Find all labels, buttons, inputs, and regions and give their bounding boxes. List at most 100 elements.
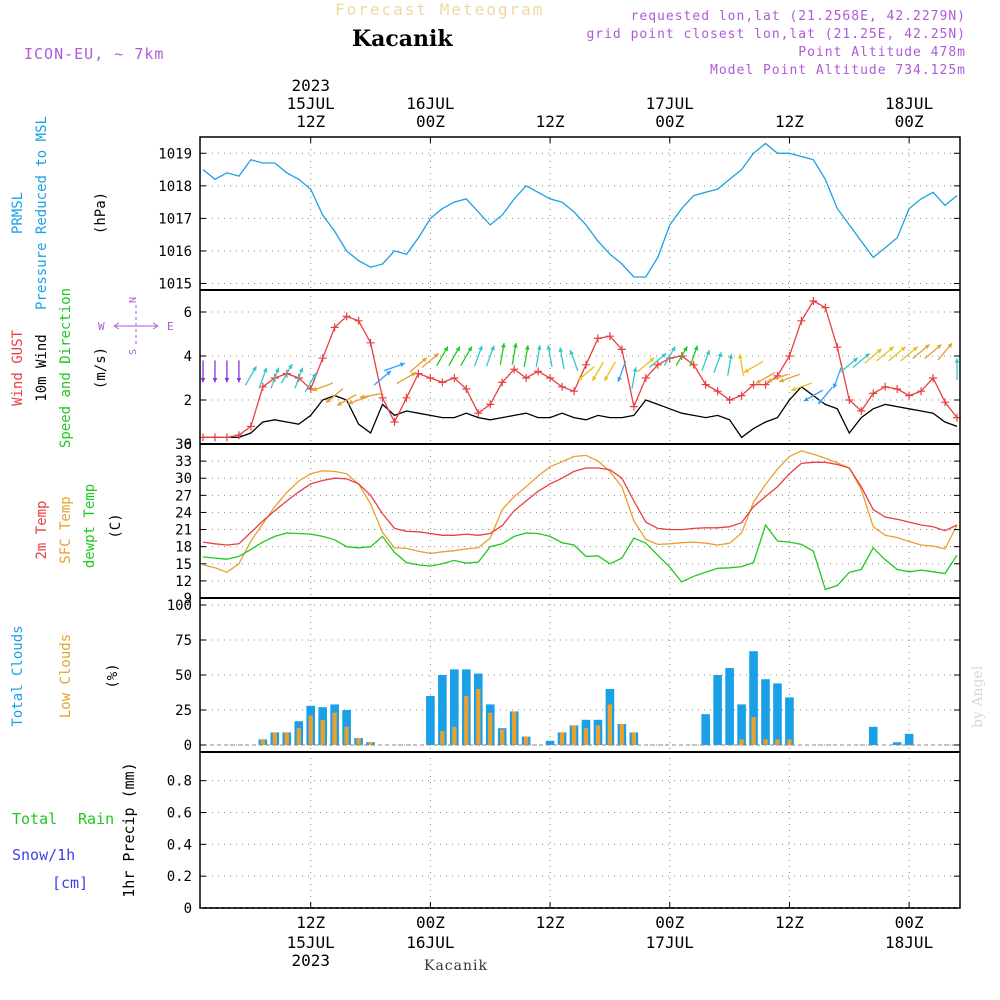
y-tick-label: 21 [175, 523, 192, 539]
y-tick-label: 0.8 [167, 774, 192, 790]
y-tick-label: 12 [175, 574, 192, 590]
gust-marker [450, 374, 459, 382]
gust-marker [929, 374, 938, 382]
wind-arrowhead [649, 357, 655, 363]
wind-arrowhead [755, 379, 761, 384]
wind-arrowhead [818, 399, 823, 405]
time-label-top: 00Z [655, 112, 684, 131]
time-label-bottom: 00Z [416, 913, 445, 932]
label-percent: (%) [105, 663, 121, 688]
time-label-bottom: 12Z [536, 913, 565, 932]
total-cloud-bar [761, 679, 770, 745]
low-cloud-bar [512, 711, 517, 745]
wind-arrowhead [728, 353, 734, 359]
wind-arrowhead [876, 348, 882, 354]
total-cloud-bar [725, 668, 734, 745]
wind-arrowhead [359, 394, 365, 400]
gust-marker [306, 385, 315, 393]
wind-arrowhead [632, 367, 638, 372]
gust-marker [917, 387, 926, 396]
time-label-bottom: 12Z [296, 913, 325, 932]
gust-marker [246, 422, 255, 431]
model-label: ICON-EU, ~ 7km [24, 45, 165, 63]
label-rain: Rain [78, 810, 114, 828]
label-low-clouds: Low Clouds [58, 634, 74, 718]
gust-marker [414, 369, 423, 378]
y-tick-label: 1019 [158, 146, 192, 162]
gust-marker [318, 354, 327, 363]
gust-marker [857, 407, 866, 415]
y-tick-label: 4 [184, 349, 192, 365]
compass-south: S [128, 349, 139, 355]
gust-marker [701, 380, 710, 389]
low-cloud-bar [476, 689, 481, 745]
low-cloud-bar [739, 739, 744, 745]
wind-arrowhead [900, 346, 906, 352]
y-tick-label: 0.6 [167, 805, 192, 821]
wind-arrowhead [661, 353, 667, 358]
total-cloud-bar [785, 697, 794, 745]
time-label-bottom: 15JUL [287, 933, 335, 952]
product-title: Forecast Meteogram [335, 0, 545, 19]
wind-arrowhead [262, 367, 268, 373]
total-cloud-bar [450, 669, 459, 745]
wind-arrowhead [617, 376, 622, 382]
low-cloud-bar [320, 719, 325, 745]
wind-arrowhead [224, 378, 230, 383]
low-cloud-bar [571, 725, 577, 745]
gust-marker [462, 385, 471, 393]
y-tick-label: 0 [184, 738, 192, 754]
compass-horizontal [113, 322, 159, 330]
wind-arrowhead [717, 352, 723, 358]
total-cloud-bar [426, 696, 435, 745]
gust-marker [749, 380, 758, 389]
gust-marker [342, 312, 351, 321]
wind-arrowhead [924, 344, 930, 350]
low-cloud-bar [452, 726, 457, 745]
wind-arrowhead [386, 370, 391, 376]
wind-arrowhead [832, 383, 838, 389]
wind-arrowhead [326, 398, 332, 403]
station-title: Kacanik [352, 26, 453, 52]
label-sfc-temp: SFC Temp [58, 496, 74, 563]
wind-arrowhead [399, 362, 405, 367]
y-tick-label: 36 [175, 437, 192, 453]
label-prmsl: PRMSL [10, 192, 26, 234]
total-cloud-bar [868, 726, 878, 745]
low-cloud-bar [464, 696, 469, 745]
low-cloud-bar [607, 704, 613, 745]
watermark: by Angel [970, 665, 986, 728]
gust-marker [713, 387, 722, 396]
wind-arrowhead [546, 345, 552, 350]
wind-arrowhead [536, 345, 542, 350]
time-label-bottom: 00Z [655, 913, 684, 932]
gust-marker [522, 374, 531, 382]
time-label-bottom: 12Z [775, 913, 804, 932]
wind-arrowhead [682, 346, 688, 352]
time-label-bottom: 16JUL [406, 933, 454, 952]
time-label-bottom: 2023 [291, 951, 330, 970]
gust-marker [593, 334, 602, 343]
wind-arrowhead [779, 378, 785, 383]
total-cloud-bar [892, 742, 902, 745]
low-cloud-bar [488, 712, 493, 745]
compass-west: W [98, 320, 105, 333]
time-label-top: 12Z [775, 112, 804, 131]
label-total-clouds: Total Clouds [10, 625, 26, 726]
time-label-top: 00Z [895, 112, 924, 131]
text-layer: 1015101610171018101902469121518212427303… [10, 76, 933, 970]
wind-arrowhead [592, 375, 597, 381]
time-label-bottom: 17JUL [646, 933, 694, 952]
gust-marker [797, 316, 806, 325]
wind-arrowhead [744, 368, 750, 373]
gust-marker [869, 389, 878, 398]
time-label-top: 00Z [416, 112, 445, 131]
y-tick-label: 24 [175, 505, 192, 521]
wind-arrowhead [443, 346, 448, 352]
label-precip: 1hr Precip (mm) [120, 762, 138, 897]
low-cloud-bar [284, 732, 289, 745]
wind-arrowhead [311, 372, 317, 378]
gust-marker [366, 338, 375, 347]
time-label-top: 15JUL [287, 94, 335, 113]
y-tick-label: 15 [175, 557, 192, 573]
